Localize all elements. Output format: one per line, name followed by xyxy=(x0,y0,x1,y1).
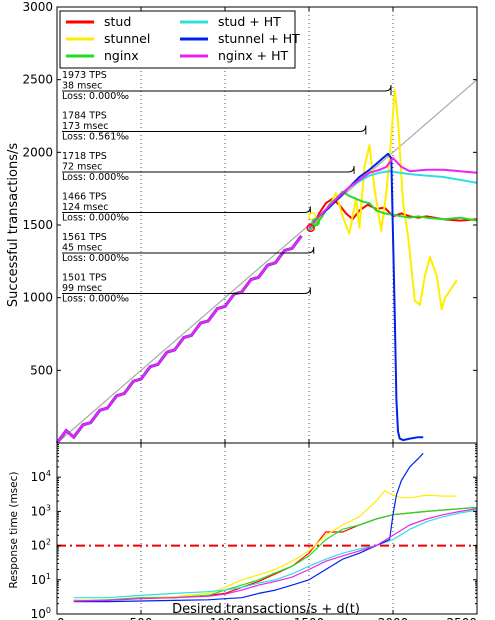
legend-entry: stud + HT xyxy=(218,14,281,29)
bottom-ytick-label: 101 xyxy=(31,572,51,587)
annotation-label: Loss: 0.000‰ xyxy=(62,253,129,264)
top-ytick-label: 1000 xyxy=(22,291,53,305)
annotation-label: 124 msec xyxy=(62,202,108,213)
bottom-xtick-label: 0 xyxy=(57,616,65,620)
annotation-label: 173 msec xyxy=(62,121,108,132)
top-ytick-label: 2000 xyxy=(22,145,53,159)
annotation-leader xyxy=(62,246,315,254)
annotation-label: 1466 TPS xyxy=(62,192,107,203)
annotation-label: 1561 TPS xyxy=(62,232,107,243)
annotation-label: Loss: 0.561‰ xyxy=(62,132,129,143)
series-line-stunnel xyxy=(73,490,457,601)
legend: stud stunnel nginx stud + HT stunnel + HT ngi… xyxy=(59,10,300,69)
bottom-ylabel: Response time (msec) xyxy=(8,472,20,589)
bottom-plot-frame xyxy=(56,442,478,615)
series-line-stunnel xyxy=(308,88,458,311)
reference-diagonal xyxy=(56,79,478,444)
annotation-leader xyxy=(62,165,355,174)
top-ytick-label: 3000 xyxy=(22,0,53,14)
bottom-ytick-label: 100 xyxy=(31,606,51,620)
top-ytick-label: 2500 xyxy=(22,73,53,87)
annotation-marker xyxy=(311,217,320,227)
annotation-label: Loss: 0.000‰ xyxy=(62,213,129,224)
annotation-label: 72 msec xyxy=(62,162,102,173)
top-ylabel: Successful transactions/s xyxy=(6,143,21,307)
annotation-label: Loss: 0.000‰ xyxy=(62,294,129,305)
legend-entry: stud xyxy=(104,14,131,29)
annotation-label: Loss: 0.000‰ xyxy=(62,91,129,102)
bottom-ytick-label: 102 xyxy=(31,538,51,553)
annotation-label: 38 msec xyxy=(62,81,102,92)
series-line-stunnel-ht xyxy=(308,152,424,442)
annotation-leader xyxy=(62,84,392,96)
annotation-label: 45 msec xyxy=(62,243,102,254)
annotation-label: 1784 TPS xyxy=(62,111,107,122)
response-time-plot: 100 101 102 103 104 0 500 1000 1500 2000 2500 xyxy=(31,442,478,620)
bottom-xtick-label: 2000 xyxy=(378,616,409,620)
annotation-marker xyxy=(306,223,315,233)
bottom-xtick-label: 1500 xyxy=(294,616,325,620)
annotation-leader xyxy=(62,125,367,135)
legend-entry: nginx + HT xyxy=(218,48,288,63)
legend-entry: stunnel xyxy=(104,31,150,46)
legend-frame xyxy=(59,10,296,69)
annotation-label: 1501 TPS xyxy=(62,273,107,284)
annotation-label: Loss: 0.000‰ xyxy=(62,172,129,183)
bottom-xtick-label: 500 xyxy=(130,616,153,620)
series-line-stud-ht xyxy=(73,509,478,599)
bottom-plot-background xyxy=(57,443,477,614)
annotation-leader xyxy=(62,206,311,215)
annotation-label: 1973 TPS xyxy=(62,70,107,81)
bottom-xtick-label: 1000 xyxy=(210,616,241,620)
top-ytick-label: 500 xyxy=(30,363,53,377)
bottom-ytick-label: 104 xyxy=(31,469,51,484)
series-line-nginx-ht xyxy=(73,508,478,602)
annotation-label: 99 msec xyxy=(62,283,102,294)
series-line-stunnel-ht xyxy=(73,452,424,603)
staircase-line xyxy=(56,235,303,444)
series-line-nginx-ht xyxy=(308,157,478,229)
top-plot-background xyxy=(57,7,477,443)
legend-entry: stunnel + HT xyxy=(218,31,300,46)
bottom-ytick-label: 103 xyxy=(31,503,51,518)
annotation-leader xyxy=(62,287,311,295)
top-ytick-label: 1500 xyxy=(22,218,53,232)
legend-entry: nginx xyxy=(104,48,139,63)
bottom-xtick-label: 2500 xyxy=(446,616,477,620)
annotation-label: 1718 TPS xyxy=(62,151,107,162)
bottom-xlabel: Desired transactions/s + d(t) xyxy=(172,602,360,617)
